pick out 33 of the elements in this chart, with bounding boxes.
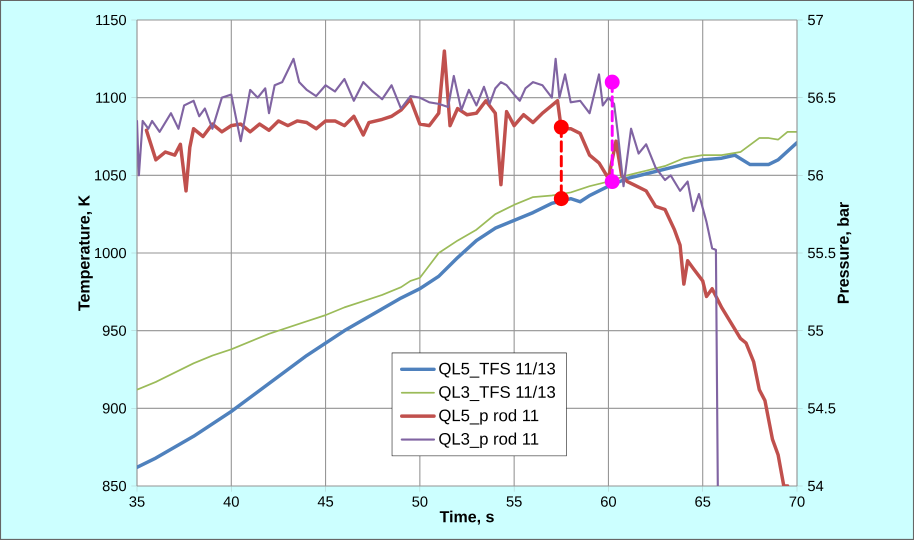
y-tick-label: 1000 xyxy=(95,248,126,258)
legend-label: QL5_p rod 11 xyxy=(439,409,538,425)
x-tick-label: 60 xyxy=(601,496,616,507)
y-axis-title: Temperature, K xyxy=(78,195,93,311)
x-tick-label: 70 xyxy=(790,496,805,507)
y2-tick-label: 54 xyxy=(808,480,824,492)
x-tick-label: 50 xyxy=(412,496,428,507)
y2-tick-label: 55 xyxy=(808,326,824,336)
legend-label: QL3_p rod 11 xyxy=(439,432,538,448)
legend-label: QL3_TFS 11/13 xyxy=(439,386,556,402)
y-tick-label: 950 xyxy=(102,325,126,336)
x-tick-label: 35 xyxy=(129,496,145,507)
y2-tick-label: 55.5 xyxy=(808,248,836,258)
y-tick-label: 1050 xyxy=(95,170,126,181)
y2-tick-label: 56 xyxy=(808,170,824,181)
y2-tick-label: 54.5 xyxy=(808,403,836,414)
x-tick-label: 40 xyxy=(223,496,239,507)
x-tick-label: 55 xyxy=(506,496,522,507)
y2-axis-title: Pressure, bar xyxy=(837,202,852,304)
point xyxy=(604,74,620,90)
legend-label: QL5_TFS 11/13 xyxy=(439,362,556,378)
y-tick-label: 850 xyxy=(102,480,126,492)
y-tick-label: 900 xyxy=(102,403,126,414)
y2-tick-label: 57 xyxy=(808,14,823,26)
point xyxy=(554,120,569,135)
x-tick-label: 65 xyxy=(695,496,710,507)
y-tick-label: 1150 xyxy=(96,14,126,26)
point xyxy=(554,191,569,206)
y2-tick-label: 56.5 xyxy=(808,92,836,103)
point xyxy=(604,174,620,190)
x-axis-title: Time, s xyxy=(440,510,494,525)
x-tick-label: 45 xyxy=(318,496,334,507)
y-tick-label: 1100 xyxy=(96,92,126,103)
